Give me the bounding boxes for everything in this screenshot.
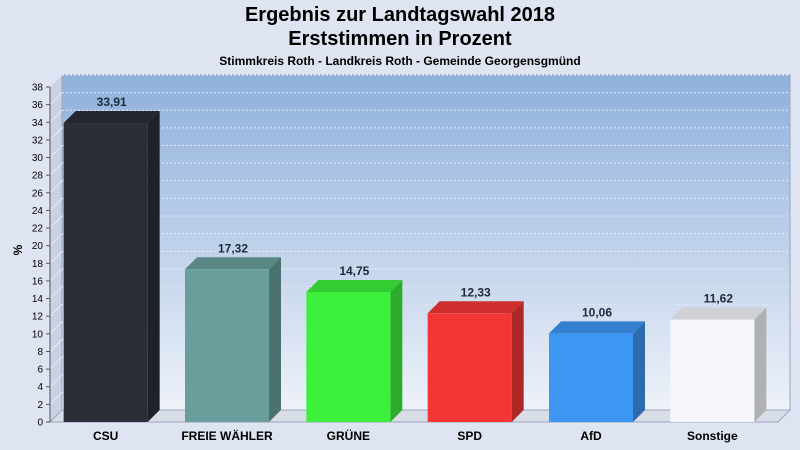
gridline-side xyxy=(49,180,63,194)
bar xyxy=(185,269,269,422)
bar-side xyxy=(147,111,160,422)
data-label: 14,75 xyxy=(339,264,369,278)
y-tick-label: 26 xyxy=(32,188,44,199)
plot-left-wall xyxy=(49,73,63,424)
gridline-side xyxy=(49,74,63,88)
bar-top xyxy=(427,301,524,314)
bar-side xyxy=(754,307,767,422)
y-tick-label: 30 xyxy=(32,153,44,164)
gridline-side xyxy=(49,145,63,158)
y-tick-label: 22 xyxy=(32,224,44,235)
gridline-side xyxy=(49,268,63,282)
bar-side xyxy=(390,279,403,422)
bar xyxy=(63,123,148,422)
bar-top xyxy=(549,321,645,334)
gridline-side xyxy=(49,339,63,352)
gridline-side xyxy=(49,162,63,176)
data-label: 10,06 xyxy=(582,305,612,319)
y-tick-label: 14 xyxy=(32,294,44,305)
gridline-side xyxy=(49,215,63,229)
gridline-side xyxy=(49,303,63,317)
y-tick-label: 36 xyxy=(32,100,44,111)
gridline-side xyxy=(49,374,63,388)
bar xyxy=(549,333,633,422)
gridline-side xyxy=(49,356,63,370)
x-tick-label: GRÜNE xyxy=(327,428,370,443)
x-tick-label: SPD xyxy=(457,429,482,443)
y-tick-label: 12 xyxy=(32,312,44,323)
data-label: 11,62 xyxy=(704,292,734,306)
data-label: 17,32 xyxy=(218,241,248,255)
y-tick-label: 4 xyxy=(37,382,43,393)
gridline-side xyxy=(49,321,63,335)
bar-side xyxy=(633,321,645,422)
x-tick-label: AfD xyxy=(580,429,602,443)
y-tick-label: 34 xyxy=(32,118,44,129)
data-label: 12,33 xyxy=(461,285,491,299)
gridline-side xyxy=(49,127,63,141)
gridline-side xyxy=(49,198,63,211)
bar-top xyxy=(63,111,160,124)
y-tick-label: 10 xyxy=(32,329,44,340)
chart-subtitle: Stimmkreis Roth - Landkreis Roth - Gemei… xyxy=(219,54,581,68)
y-tick-label: 28 xyxy=(32,171,44,182)
y-tick-label: 8 xyxy=(37,347,43,358)
gridline-side xyxy=(49,233,63,247)
y-tick-label: 2 xyxy=(37,400,43,411)
gridline-side xyxy=(49,250,63,264)
bar xyxy=(306,291,391,422)
bar-top xyxy=(670,307,767,320)
gridline-side xyxy=(49,392,63,405)
bar-side xyxy=(511,301,524,422)
y-axis-label: % xyxy=(11,244,25,255)
chart-title: Ergebnis zur Landtagswahl 2018 xyxy=(244,4,556,26)
bar xyxy=(670,319,755,422)
y-tick-label: 18 xyxy=(32,259,44,270)
gridline-side xyxy=(49,109,63,123)
x-tick-label: Sonstige xyxy=(687,429,738,443)
x-tick-label: CSU xyxy=(93,429,118,443)
y-tick-label: 20 xyxy=(32,241,44,252)
y-tick-label: 32 xyxy=(32,135,44,146)
gridline-side xyxy=(49,92,63,105)
gridline-side xyxy=(49,286,63,299)
data-label: 33,91 xyxy=(97,95,127,109)
y-tick-label: 24 xyxy=(32,206,44,217)
bar xyxy=(427,313,512,422)
chart-title-line2: Erststimmen in Prozent xyxy=(288,28,512,50)
bar-top xyxy=(185,257,281,270)
y-tick-label: 0 xyxy=(37,418,43,429)
x-tick-label: FREIE WÄHLER xyxy=(181,428,273,443)
y-tick-label: 16 xyxy=(32,276,44,287)
y-tick-label: 6 xyxy=(37,365,43,376)
bar-side xyxy=(269,257,281,422)
y-tick-label: 38 xyxy=(32,83,44,94)
bar-top xyxy=(306,279,403,292)
